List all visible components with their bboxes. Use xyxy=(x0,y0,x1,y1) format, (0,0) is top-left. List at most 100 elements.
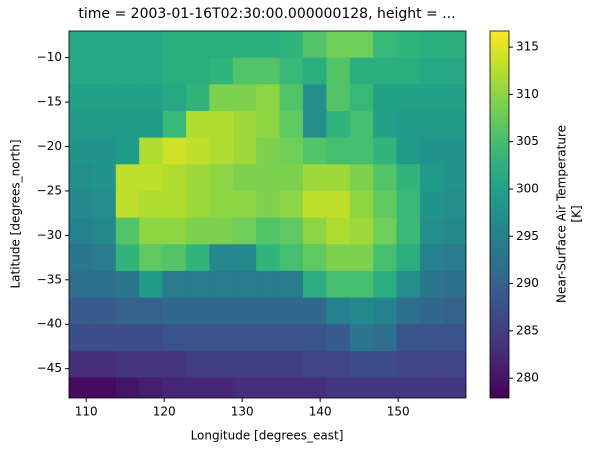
heat-cell xyxy=(92,84,117,112)
heat-cell xyxy=(115,57,140,85)
heat-cell xyxy=(326,164,351,192)
heat-cell xyxy=(92,244,117,272)
heat-cell xyxy=(443,190,466,219)
heat-cell xyxy=(185,270,210,299)
heat-cell xyxy=(326,244,351,272)
heat-cell xyxy=(396,190,421,219)
heat-cell xyxy=(209,377,234,398)
heat-cell xyxy=(232,57,257,85)
heat-cell xyxy=(396,57,421,85)
heat-cell xyxy=(162,31,187,59)
heat-cell xyxy=(162,110,187,139)
heat-cell xyxy=(279,190,304,219)
heat-cell xyxy=(115,110,140,139)
heat-cell xyxy=(302,324,327,352)
heat-cell xyxy=(279,324,304,352)
heat-cell xyxy=(396,31,421,59)
heat-cell xyxy=(162,190,187,219)
heat-cell xyxy=(115,270,140,299)
heat-cell xyxy=(373,324,398,352)
heat-cell xyxy=(139,137,164,165)
heat-cell xyxy=(92,137,117,165)
heat-cell xyxy=(443,31,466,59)
heat-cell xyxy=(373,217,398,245)
heat-cell xyxy=(185,244,210,272)
heat-cell xyxy=(349,84,374,112)
heat-cell xyxy=(443,324,466,352)
heat-cell xyxy=(162,350,187,379)
heat-cell xyxy=(185,110,210,139)
heat-cell xyxy=(326,57,351,85)
heat-cell xyxy=(92,297,117,325)
heat-cell xyxy=(302,31,327,59)
heat-cell xyxy=(396,244,421,272)
heat-cell xyxy=(396,270,421,299)
heat-cell xyxy=(139,164,164,192)
heat-cell xyxy=(302,244,327,272)
heat-cell xyxy=(139,350,164,379)
heat-cell xyxy=(396,110,421,139)
heat-cell xyxy=(349,57,374,85)
plot-frame xyxy=(68,30,467,399)
colorbar-tick-label: 285 xyxy=(516,323,539,337)
heat-cell xyxy=(256,324,281,352)
heat-cell xyxy=(185,137,210,165)
heat-cell xyxy=(139,244,164,272)
heat-cell xyxy=(326,270,351,299)
heat-cell xyxy=(419,57,444,85)
colorbar-tick-label: 280 xyxy=(516,371,539,385)
heat-cell xyxy=(162,297,187,325)
heat-cell xyxy=(443,244,466,272)
heat-cell xyxy=(162,270,187,299)
heat-cell xyxy=(115,217,140,245)
heat-cell xyxy=(115,297,140,325)
heat-cell xyxy=(69,57,93,85)
heat-cell xyxy=(185,350,210,379)
heat-cell xyxy=(209,164,234,192)
heat-cell xyxy=(209,57,234,85)
heat-cell xyxy=(349,31,374,59)
heat-cell xyxy=(396,137,421,165)
heat-cell xyxy=(419,110,444,139)
heat-cell xyxy=(115,377,140,398)
heat-cell xyxy=(279,31,304,59)
heat-cell xyxy=(349,377,374,398)
heat-cell xyxy=(139,297,164,325)
y-tick-label: −40 xyxy=(37,317,62,331)
heat-cell xyxy=(302,270,327,299)
heat-cell xyxy=(256,164,281,192)
heat-cell xyxy=(185,164,210,192)
heat-cell xyxy=(232,31,257,59)
heat-cell xyxy=(326,190,351,219)
heat-cell xyxy=(419,31,444,59)
heat-cell xyxy=(209,270,234,299)
heat-cell xyxy=(209,244,234,272)
heat-cell xyxy=(373,31,398,59)
heat-cell xyxy=(185,84,210,112)
heat-cell xyxy=(349,137,374,165)
heat-cell xyxy=(256,350,281,379)
heat-cell xyxy=(115,31,140,59)
heat-cell xyxy=(419,350,444,379)
heat-cell xyxy=(349,110,374,139)
heat-cell xyxy=(443,84,466,112)
heat-cell xyxy=(69,164,93,192)
heat-cell xyxy=(115,190,140,219)
heat-cell xyxy=(443,270,466,299)
heat-cell xyxy=(326,84,351,112)
heat-cell xyxy=(69,31,93,59)
heat-cell xyxy=(443,297,466,325)
heat-cell xyxy=(373,164,398,192)
heat-cell xyxy=(69,137,93,165)
y-tick-label: −30 xyxy=(37,228,62,242)
heat-cell xyxy=(443,377,466,398)
heat-cell xyxy=(302,377,327,398)
heat-cell xyxy=(373,270,398,299)
heat-cell xyxy=(302,190,327,219)
heat-cell xyxy=(349,244,374,272)
heat-cell xyxy=(139,31,164,59)
heat-cell xyxy=(256,297,281,325)
heat-cell xyxy=(209,297,234,325)
heat-cell xyxy=(209,350,234,379)
heat-cell xyxy=(279,57,304,85)
